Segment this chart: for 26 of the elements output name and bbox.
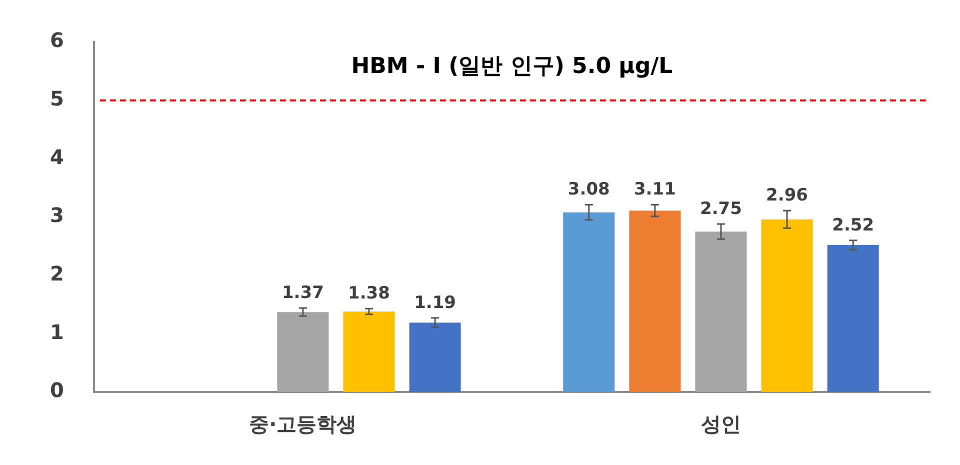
bar [563,212,615,392]
y-tick-label: 6 [50,28,64,52]
bar [695,232,747,392]
data-label: 2.75 [700,198,742,219]
x-tick-label: 중·고등학생 [249,412,357,436]
bar [761,219,813,392]
y-tick-label: 5 [50,86,64,111]
data-label: 3.11 [634,180,676,200]
y-tick-label: 0 [50,378,64,402]
data-label: 3.08 [568,180,610,200]
x-tick-label: 성인 [700,412,741,436]
bar [629,210,681,392]
y-tick-label: 3 [50,203,64,228]
data-label: 2.96 [766,186,808,206]
bar [827,245,879,392]
bar [277,312,329,392]
y-tick-label: 1 [50,320,64,344]
data-label: 1.37 [282,282,324,303]
data-label: 1.19 [414,292,456,313]
bar [343,312,395,392]
ref-line-label: HBM - Ⅰ (일반 인구) 5.0 μg/L [351,54,673,80]
y-tick-label: 4 [50,144,64,169]
y-tick-label: 2 [50,262,64,286]
bar [409,322,461,392]
data-label: 1.38 [348,284,390,304]
data-label: 2.52 [832,215,874,236]
